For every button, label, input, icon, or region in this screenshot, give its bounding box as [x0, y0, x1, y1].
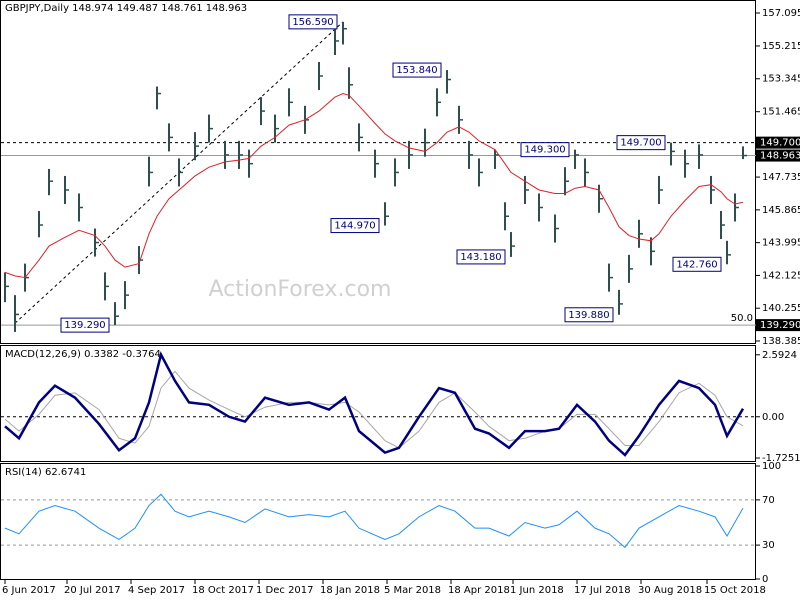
macd-line	[4, 370, 744, 449]
level-label: 148.963	[760, 151, 800, 162]
y-tick-label: 145.865	[762, 205, 800, 216]
level-box	[756, 319, 800, 332]
x-tick-label: 5 Mar 2018	[384, 585, 441, 596]
rsi-panel	[0, 463, 756, 580]
x-tick-label: 6 Jun 2017	[2, 585, 56, 596]
y-tick-label: 153.345	[762, 74, 800, 85]
macd-line	[4, 351, 745, 457]
y-tick-label: 0	[762, 574, 768, 585]
x-tick-label: 30 Aug 2018	[638, 585, 702, 596]
annotation-label: 149.700	[620, 138, 661, 149]
level-box	[756, 149, 800, 162]
macd-panel	[0, 345, 756, 462]
y-tick-label: 100	[762, 461, 781, 472]
annotation-box	[616, 135, 666, 151]
annotation-label: 139.880	[568, 310, 609, 321]
annotation-label: 142.760	[676, 259, 717, 270]
x-tick-label: 15 Oct 2018	[704, 585, 766, 596]
x-tick-label: 4 Sep 2017	[128, 585, 185, 596]
annotation-box	[288, 14, 338, 30]
annotation-label: 139.290	[64, 320, 105, 331]
level-box	[756, 136, 800, 149]
x-tick-label: 18 Jan 2018	[320, 585, 380, 596]
rsi-title: RSI(14) 62.6741	[5, 467, 86, 478]
y-tick-label: 147.735	[762, 172, 800, 183]
annotation-box	[392, 62, 442, 78]
y-tick-label: -1.7251	[762, 453, 800, 464]
annotation-box	[456, 249, 506, 265]
y-tick-label: 142.125	[762, 270, 800, 281]
y-tick-label: 157.095	[762, 8, 800, 19]
annotation-label: 149.300	[524, 145, 565, 156]
y-tick-label: 2.5924	[762, 350, 797, 361]
watermark: ActionForex.com	[209, 277, 392, 302]
annotation-label: 143.180	[460, 252, 501, 263]
moving-average	[4, 93, 744, 279]
header: GBPJPY,Daily 148.974 149.487 148.761 148…	[5, 3, 247, 14]
rsi-line	[4, 493, 744, 549]
annotation-box	[60, 317, 110, 333]
x-tick-label: 20 Jul 2017	[64, 585, 121, 596]
y-tick-label: 140.255	[762, 303, 800, 314]
annotation-box	[564, 307, 614, 323]
macd-title: MACD(12,26,9) 0.3382 -0.3764	[5, 349, 161, 360]
annotation-label: 156.590	[292, 17, 333, 28]
x-tick-label: 18 Apr 2018	[448, 585, 510, 596]
y-tick-label: 70	[762, 495, 775, 506]
y-tick-label: 155.215	[762, 41, 800, 52]
y-tick-label: 0.00	[762, 412, 784, 423]
y-tick-label: 143.995	[762, 238, 800, 249]
x-tick-label: 1 Jun 2018	[510, 585, 564, 596]
fibo-label: 50.0	[731, 313, 753, 324]
x-tick-label: 17 Jul 2018	[574, 585, 631, 596]
annotation-label: 144.970	[334, 221, 375, 232]
annotation-box	[672, 256, 722, 272]
annotation-box	[330, 218, 380, 234]
y-tick-label: 138.385	[762, 336, 800, 347]
price-panel	[0, 0, 756, 344]
y-tick-label: 30	[762, 540, 775, 551]
level-label: 149.700	[760, 138, 800, 149]
x-tick-label: 1 Dec 2017	[256, 585, 314, 596]
y-tick-label: 151.465	[762, 107, 800, 118]
x-tick-label: 18 Oct 2017	[192, 585, 254, 596]
level-label: 139.290	[760, 320, 800, 331]
annotation-box	[520, 142, 570, 158]
annotation-label: 153.840	[396, 65, 437, 76]
